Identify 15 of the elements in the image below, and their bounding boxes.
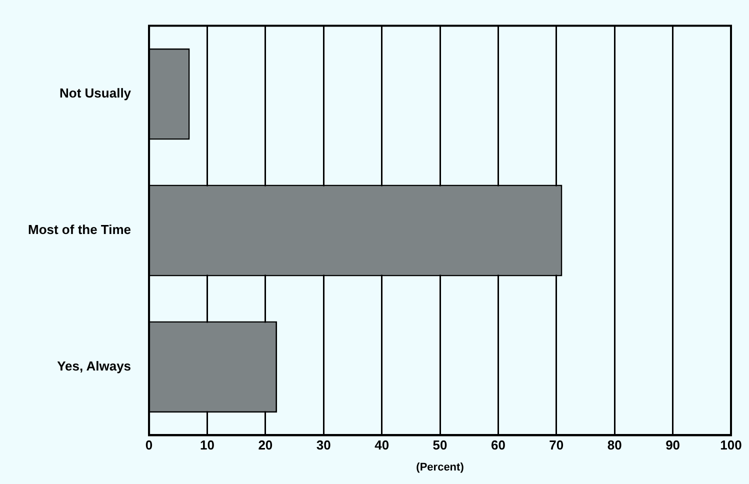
x-tick-label: 30 [316, 438, 331, 453]
x-tick-label: 0 [145, 438, 153, 453]
x-tick-label: 10 [200, 438, 214, 453]
x-tick-label: 100 [720, 438, 742, 453]
x-tick-label: 20 [258, 438, 273, 453]
x-tick-label: 80 [607, 438, 622, 453]
y-tick-label: Yes, Always [57, 358, 132, 374]
x-tick-label: 70 [549, 438, 564, 453]
x-tick-label: 90 [666, 438, 680, 453]
y-tick-label: Not Usually [60, 86, 132, 101]
x-tick-label: 60 [490, 438, 506, 453]
x-axis-title: (Percent) [416, 461, 464, 474]
y-tick-label: Most of the Time [28, 222, 132, 238]
x-tick-label: 50 [432, 438, 448, 453]
x-tick-label: 40 [374, 438, 390, 453]
